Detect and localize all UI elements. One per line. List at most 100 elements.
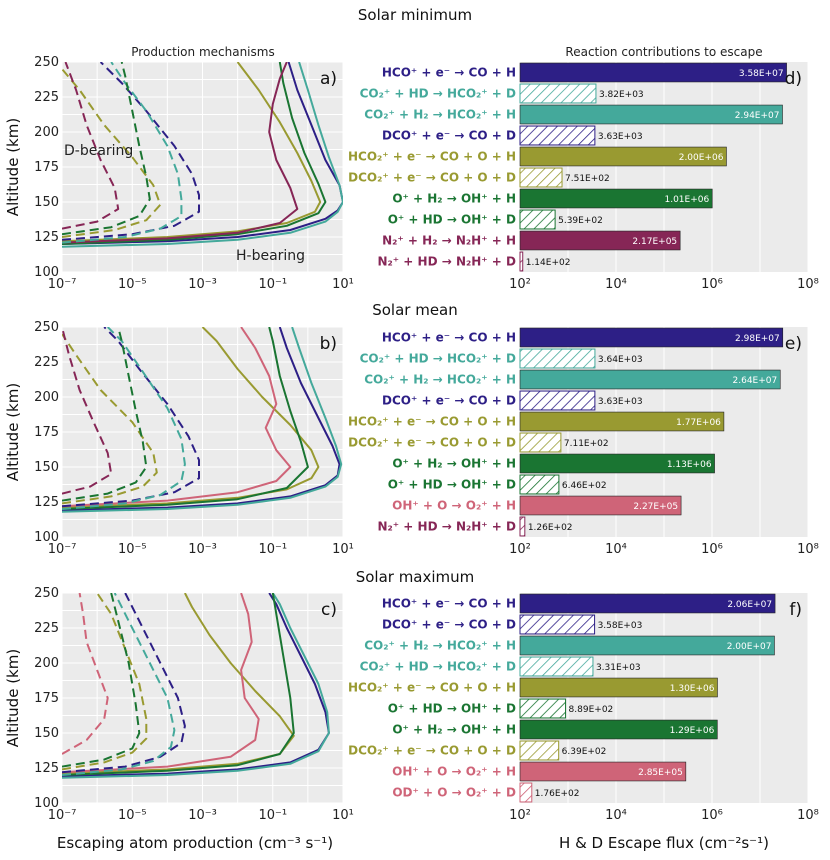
y-tick-label: 125 <box>34 230 59 245</box>
x-tick-label: 10⁴ <box>605 808 627 823</box>
bar-value-label: 3.64E+03 <box>598 355 643 365</box>
bar <box>519 740 560 761</box>
y-tick-label: 225 <box>34 90 59 105</box>
x-tick-label: 10¹ <box>332 277 354 292</box>
x-tick-label: 10⁻¹ <box>258 542 287 557</box>
y-tick-label: 150 <box>34 460 59 475</box>
x-tick-label: 10¹ <box>332 542 354 557</box>
bar-value-label: 1.01E+06 <box>664 195 709 205</box>
bar-category-label: O⁺ + H₂ → OH⁺ + H <box>392 723 516 737</box>
bar-chart: 3.58E+07 HCO⁺ + e⁻ → CO + H 3.82E+03 CO₂⁺ +… <box>348 62 819 292</box>
bar <box>519 209 556 230</box>
bar-value-label: 3.58E+07 <box>739 69 784 79</box>
line-chart: 100 125 150 175 200 225 250 10⁻⁷ 10⁻⁵ 10⁻³ 10⁻¹ 10¹… <box>4 586 354 823</box>
x-tick-label: 10⁶ <box>701 808 723 823</box>
bar-category-label: HCO₂⁺ + e⁻ → CO + O + H <box>348 415 516 429</box>
y-tick-label: 175 <box>34 691 59 706</box>
bar-value-label: 2.94E+07 <box>735 111 780 121</box>
bar-category-label: DCO₂⁺ + e⁻ → CO + O + D <box>348 744 516 758</box>
series-line <box>62 327 186 510</box>
bar <box>519 230 681 251</box>
bar-category-label: HCO⁺ + e⁻ → CO + H <box>382 597 516 611</box>
bar-value-label: 3.58E+03 <box>598 621 643 631</box>
bar-category-label: CO₂⁺ + H₂ → HCO₂⁺ + H <box>364 639 516 653</box>
panel-letter: a) <box>320 69 337 89</box>
series-line <box>62 593 260 774</box>
y-tick-label: 200 <box>34 390 59 405</box>
y-axis-label: Altitude (km) <box>4 383 22 481</box>
bar-value-label: 1.77E+06 <box>676 418 721 428</box>
bar-category-label: N₂⁺ + H₂ → N₂H⁺ + H <box>382 234 516 248</box>
series-line <box>62 62 151 236</box>
bar-category-label: O⁺ + H₂ → OH⁺ + H <box>392 192 516 206</box>
x-axis-label-right: H & D Escape flux (cm⁻²s⁻¹) <box>559 834 769 852</box>
series-group <box>62 327 343 513</box>
y-tick-label: 150 <box>34 726 59 741</box>
series-group <box>62 593 330 779</box>
series-line <box>62 327 113 495</box>
y-axis-label: Altitude (km) <box>4 649 22 747</box>
x-tick-label: 10⁻⁷ <box>48 808 77 823</box>
line-chart: 100 125 150 175 200 225 250 10⁻⁷ 10⁻⁵ 10⁻³ 10⁻¹ 10¹… <box>4 320 354 557</box>
bar <box>519 782 533 803</box>
panel-letter: f) <box>789 600 802 620</box>
bar <box>519 83 597 104</box>
bar-value-label: 1.29E+06 <box>670 726 715 736</box>
y-tick-label: 200 <box>34 125 59 140</box>
series-line <box>62 593 186 774</box>
panel-letter: c) <box>321 600 337 620</box>
series-line <box>62 593 109 755</box>
panel-letter: e) <box>785 334 802 354</box>
bar-value-label: 2.27E+05 <box>633 502 678 512</box>
bar <box>519 432 562 453</box>
bar-value-label: 1.76E+02 <box>535 789 580 799</box>
bar-category-label: HCO₂⁺ + e⁻ → CO + O + H <box>348 681 516 695</box>
bar-category-label: CO₂⁺ + HD → HCO₂⁺ + D <box>360 660 516 674</box>
x-tick-label: 10¹ <box>332 808 354 823</box>
series-line <box>62 327 148 502</box>
x-tick-label: 10² <box>509 808 531 823</box>
x-tick-label: 10² <box>509 542 531 557</box>
bar <box>519 719 718 740</box>
bar-value-label: 2.17E+05 <box>632 237 677 247</box>
x-tick-label: 10⁻⁷ <box>48 542 77 557</box>
bar-value-label: 2.00E+06 <box>679 153 724 163</box>
bar <box>519 62 787 83</box>
bar-category-label: CO₂⁺ + HD → HCO₂⁺ + D <box>360 87 516 101</box>
bar-chart: 2.06E+07 HCO⁺ + e⁻ → CO + H 3.58E+03 DCO⁺ +… <box>348 593 819 823</box>
bar-category-label: O⁺ + HD → OH⁺ + D <box>388 702 516 716</box>
bar-value-label: 8.89E+02 <box>569 705 614 715</box>
bar-category-label: N₂⁺ + HD → N₂H⁺ + D <box>377 255 516 269</box>
bar-category-label: CO₂⁺ + H₂ → HCO₂⁺ + H <box>364 108 516 122</box>
y-tick-label: 100 <box>34 265 59 280</box>
y-tick-label: 175 <box>34 160 59 175</box>
series-line <box>62 327 341 512</box>
series-line <box>62 593 295 776</box>
series-line <box>62 327 320 509</box>
bar-value-label: 7.11E+02 <box>564 439 609 449</box>
bar-category-label: OD⁺ + O → O₂⁺ + D <box>392 786 516 800</box>
panel-title: Solar mean <box>372 301 458 319</box>
x-tick-label: 10⁴ <box>605 277 627 292</box>
bar <box>519 495 682 516</box>
bar-value-label: 6.39E+02 <box>562 747 607 757</box>
bar <box>519 761 687 782</box>
y-tick-label: 100 <box>34 530 59 545</box>
x-tick-label: 10⁸ <box>797 542 819 557</box>
bar-value-label: 2.85E+05 <box>638 768 683 778</box>
bar-category-label: HCO⁺ + e⁻ → CO + H <box>382 66 516 80</box>
bar-category-label: DCO⁺ + e⁻ → CO + D <box>382 394 516 408</box>
left-header: Production mechanisms <box>131 45 274 59</box>
bar <box>519 146 727 167</box>
series-line <box>62 593 176 776</box>
bar-category-label: N₂⁺ + HD → N₂H⁺ + D <box>377 520 516 534</box>
series-line <box>62 327 292 508</box>
bar-value-label: 1.30E+06 <box>670 684 715 694</box>
bar <box>519 474 560 495</box>
bar <box>519 167 563 188</box>
right-header: Reaction contributions to escape <box>565 45 762 59</box>
series-line <box>62 333 158 505</box>
x-tick-label: 10⁻⁵ <box>118 277 147 292</box>
x-tick-label: 10⁻¹ <box>258 808 287 823</box>
x-tick-label: 10⁻¹ <box>258 277 287 292</box>
